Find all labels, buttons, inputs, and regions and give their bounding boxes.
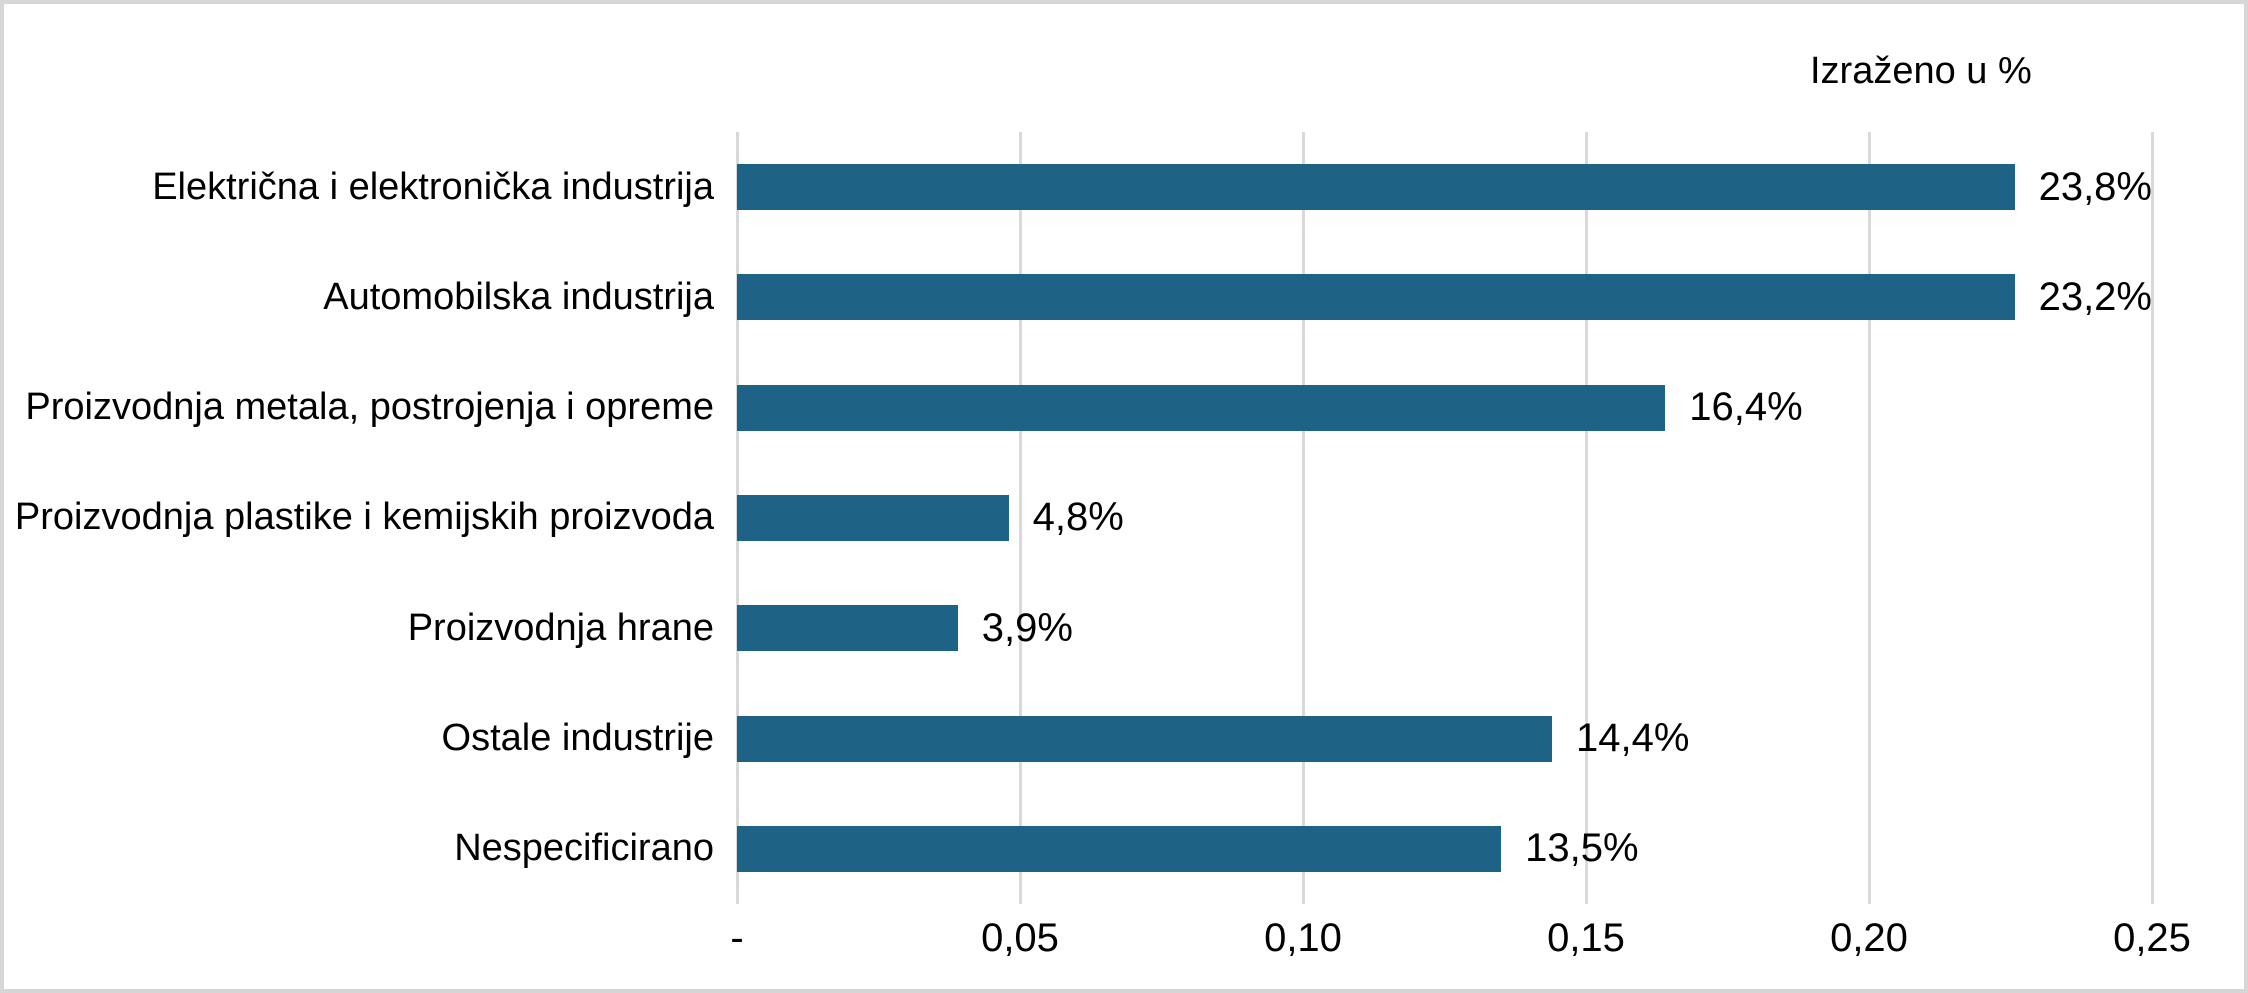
bar-row: 23,2%	[737, 242, 2152, 352]
category-label: Proizvodnja metala, postrojenja i opreme	[25, 386, 714, 429]
x-tick-label: -	[730, 916, 744, 960]
plot-area: 23,8% 23,2% 16,4% 4,8% 3,9% 14,4% 13,5%	[735, 132, 2154, 904]
bar-row: 23,8%	[737, 132, 2152, 242]
value-label: 3,9%	[981, 605, 1073, 650]
bar-row: 14,4%	[737, 683, 2152, 793]
bar-row: 4,8%	[737, 463, 2152, 573]
category-axis: Električna i elektronička industrija Auto…	[14, 132, 714, 904]
gridline	[2150, 132, 2154, 904]
value-label: 13,5%	[1525, 826, 1639, 871]
x-tick-label: 0,15	[1547, 916, 1625, 960]
bar-row: 16,4%	[737, 353, 2152, 463]
category-label: Proizvodnja plastike i kemijskih proizvo…	[14, 496, 714, 539]
bar-series: 23,8% 23,2% 16,4% 4,8% 3,9% 14,4% 13,5%	[737, 132, 2152, 904]
gridline	[1301, 132, 1305, 904]
bar	[737, 715, 1553, 762]
bar	[737, 164, 2015, 211]
x-tick-label: 0,10	[1264, 916, 1342, 960]
category-label: Električna i elektronička industrija	[152, 165, 714, 208]
x-axis: - 0,05 0,10 0,15 0,20 0,25	[730, 916, 2191, 976]
value-label: 14,4%	[1576, 716, 1690, 761]
bar	[737, 274, 2015, 321]
bar	[737, 825, 1502, 872]
chart-title: Izraženo u %	[1810, 50, 2032, 92]
gridline	[1018, 132, 1022, 904]
value-label: 16,4%	[1689, 385, 1803, 430]
category-label: Nespecificirano	[454, 827, 714, 870]
value-label: 23,8%	[2038, 164, 2152, 209]
bar	[737, 494, 1009, 541]
x-tick-label: 0,05	[981, 916, 1059, 960]
x-tick-label: 0,25	[2113, 916, 2191, 960]
x-tick-label: 0,20	[1830, 916, 1908, 960]
gridline	[1584, 132, 1588, 904]
category-label: Ostale industrije	[441, 717, 714, 760]
gridline	[1867, 132, 1871, 904]
value-label: 4,8%	[1032, 495, 1124, 540]
category-label: Automobilska industrija	[323, 275, 714, 318]
bar-row: 3,9%	[737, 573, 2152, 683]
category-label: Proizvodnja hrane	[407, 606, 714, 649]
bar	[737, 384, 1666, 431]
bar-row: 13,5%	[737, 794, 2152, 904]
value-label: 23,2%	[2038, 274, 2152, 319]
bar	[737, 605, 958, 652]
